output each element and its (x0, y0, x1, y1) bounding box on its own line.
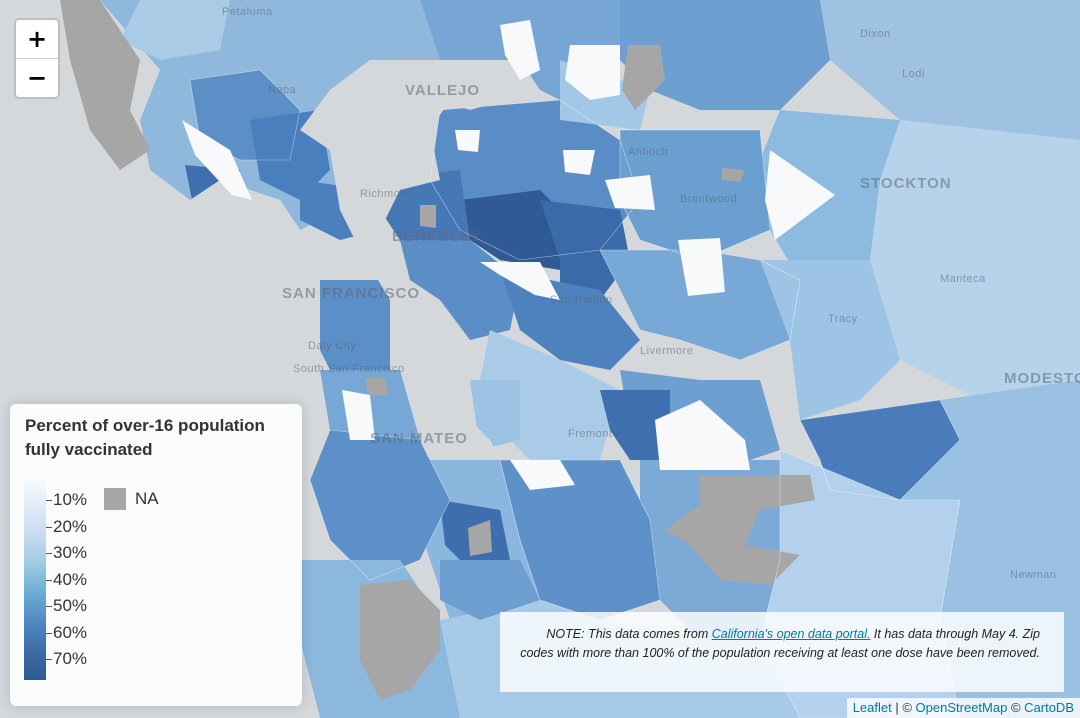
na-region (60, 0, 150, 170)
na-region (365, 378, 388, 396)
zip-region (320, 280, 390, 390)
openstreetmap-link[interactable]: OpenStreetMap (915, 700, 1008, 715)
zip-region (500, 460, 660, 620)
zoom-in-button[interactable]: + (26, 25, 48, 53)
na-region (622, 45, 665, 110)
legend-tick: 60% (46, 623, 87, 643)
leaflet-link[interactable]: Leaflet (852, 700, 892, 715)
legend-tick: 30% (46, 543, 87, 563)
na-regions (60, 0, 815, 700)
zip-region (820, 0, 1080, 160)
na-label: NA (135, 489, 159, 508)
legend-tick: 70% (46, 649, 87, 669)
zoom-out-button[interactable]: − (16, 58, 58, 97)
zip-region (620, 0, 830, 110)
attribution: Leaflet | © OpenStreetMap © CartoDB (846, 698, 1080, 718)
light-region (342, 390, 375, 440)
region-borders (189, 69, 961, 718)
zoom-control: + − (14, 18, 60, 99)
legend-title: Percent of over-16 population fully vacc… (25, 416, 265, 459)
zip-region (540, 200, 630, 300)
light-region (510, 460, 575, 490)
light-region (563, 150, 595, 175)
zip-region (760, 260, 900, 420)
na-region (468, 520, 492, 556)
note-text: NOTE: This data comes from California's … (520, 627, 1040, 660)
legend-tick: 50% (46, 596, 87, 616)
light-region (765, 150, 835, 240)
zip-region (440, 560, 540, 620)
legend-tick: 10% (46, 490, 87, 510)
legend-tick: 20% (46, 517, 87, 537)
na-swatch (104, 488, 126, 510)
bay-water (370, 60, 540, 110)
light-region (500, 20, 540, 80)
zip-region (120, 0, 230, 60)
na-region (420, 205, 436, 228)
legend-color-ramp (24, 480, 46, 680)
light-region (565, 45, 620, 100)
na-region (360, 580, 440, 700)
zip-region (600, 390, 670, 460)
map-legend: Percent of over-16 population fully vacc… (10, 404, 302, 706)
light-region (182, 120, 252, 200)
bay-water (300, 60, 500, 460)
legend-tick: 40% (46, 570, 87, 590)
light-region (605, 175, 655, 210)
na-region (665, 475, 815, 585)
open-data-portal-link[interactable]: California's open data portal. (711, 627, 871, 641)
na-region (722, 168, 745, 182)
zip-region (870, 120, 1080, 400)
light-regions (182, 20, 835, 490)
zip-region (310, 430, 450, 580)
cartodb-link[interactable]: CartoDB (1024, 700, 1074, 715)
light-region (480, 262, 560, 300)
zip-region (620, 130, 770, 260)
data-note: NOTE: This data comes from California's … (500, 612, 1064, 692)
light-region (655, 400, 750, 470)
light-region (455, 130, 480, 152)
